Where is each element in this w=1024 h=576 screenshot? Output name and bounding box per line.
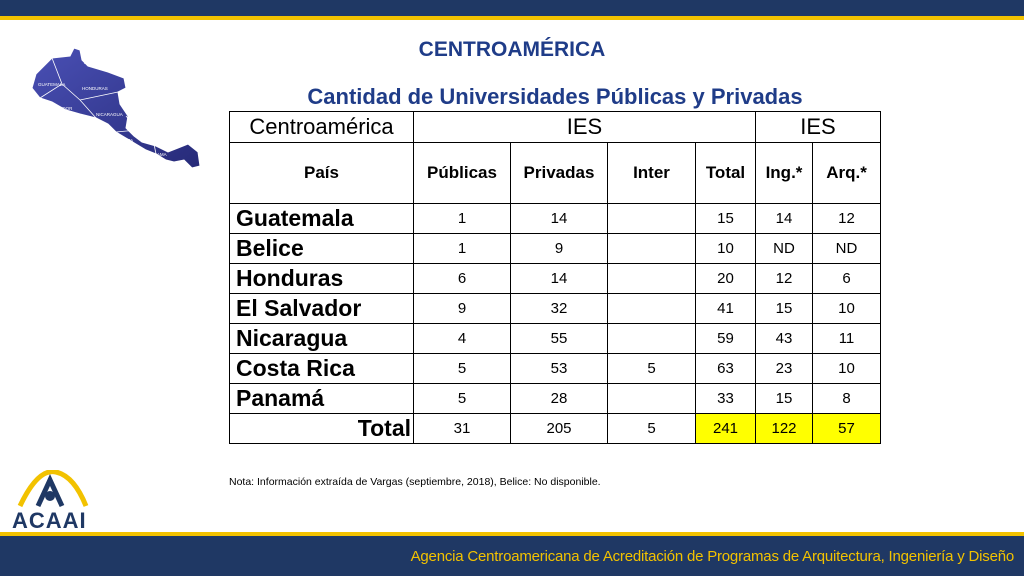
cell-publicas: 5 [413, 383, 511, 414]
col-arq: Arq.* [812, 142, 881, 204]
cell-inter [607, 233, 696, 264]
cell-pais: El Salvador [229, 293, 414, 324]
map-label-belice: BELICE [84, 60, 100, 65]
cell-pais: Guatemala [229, 203, 414, 234]
cell-ing: 122 [755, 413, 813, 444]
cell-publicas: 6 [413, 263, 511, 294]
cell-total: 63 [695, 353, 756, 384]
cell-arq: 10 [812, 293, 881, 324]
header-centroamerica: Centroamérica [229, 111, 414, 143]
slide-subtitle: Cantidad de Universidades Públicas y Pri… [307, 84, 803, 109]
col-total: Total [695, 142, 756, 204]
footer-agency-name: Agencia Centroamericana de Acreditación … [410, 548, 1015, 565]
bottom-gold-stripe [0, 532, 1024, 536]
source-note: Nota: Información extraída de Vargas (se… [229, 476, 601, 488]
map-label-nicaragua: NICARAGUA [96, 112, 123, 117]
cell-pais: Honduras [229, 263, 414, 294]
table-row: El Salvador 9 32 41 15 10 [229, 293, 881, 324]
cell-privadas: 205 [510, 413, 608, 444]
acaai-logo-icon [17, 470, 89, 508]
cell-total: 33 [695, 383, 756, 414]
cell-inter: 5 [607, 413, 696, 444]
cell-ing: 23 [755, 353, 813, 384]
cell-privadas: 55 [510, 323, 608, 354]
cell-privadas: 14 [510, 203, 608, 234]
cell-pais: Panamá [229, 383, 414, 414]
cell-arq: 6 [812, 263, 881, 294]
map-label-costa: COSTA [118, 138, 133, 143]
col-pais: País [229, 142, 414, 204]
footer-banner [0, 536, 1024, 576]
table-column-header: País Públicas Privadas Inter Total Ing.*… [229, 142, 881, 204]
cell-arq: 12 [812, 203, 881, 234]
top-banner [0, 0, 1024, 16]
table-total-row: Total 31 205 5 241 122 57 [229, 413, 881, 444]
cell-inter [607, 203, 696, 234]
cell-arq: 8 [812, 383, 881, 414]
cell-total: 10 [695, 233, 756, 264]
cell-pais: Costa Rica [229, 353, 414, 384]
cell-publicas: 9 [413, 293, 511, 324]
slide-title: CENTROAMÉRICA [418, 38, 606, 61]
cell-arq: 10 [812, 353, 881, 384]
cell-publicas: 1 [413, 233, 511, 264]
cell-privadas: 9 [510, 233, 608, 264]
col-privadas: Privadas [510, 142, 608, 204]
table-row: Belice 1 9 10 ND ND [229, 233, 881, 264]
cell-inter [607, 323, 696, 354]
map-label-el-salvador: EL SALVADOR [42, 106, 73, 111]
cell-inter [607, 293, 696, 324]
col-publicas: Públicas [413, 142, 511, 204]
cell-total: 20 [695, 263, 756, 294]
cell-arq: 57 [812, 413, 881, 444]
cell-privadas: 28 [510, 383, 608, 414]
map-label-panama: PANAMA [148, 152, 167, 157]
cell-privadas: 14 [510, 263, 608, 294]
table-row: Panamá 5 28 33 15 8 [229, 383, 881, 414]
cell-arq: 11 [812, 323, 881, 354]
header-ies-2: IES [755, 111, 881, 143]
cell-ing: 43 [755, 323, 813, 354]
cell-total: 15 [695, 203, 756, 234]
map-label-rica: RICA [120, 144, 131, 149]
cell-publicas: 5 [413, 353, 511, 384]
cell-privadas: 32 [510, 293, 608, 324]
cell-inter [607, 383, 696, 414]
universities-table: Centroamérica IES IES País Públicas Priv… [229, 111, 881, 444]
top-gold-stripe [0, 16, 1024, 20]
col-ing: Ing.* [755, 142, 813, 204]
cell-privadas: 53 [510, 353, 608, 384]
map-label-guatemala: GUATEMALA [38, 82, 65, 87]
cell-inter: 5 [607, 353, 696, 384]
table-row: Honduras 6 14 20 12 6 [229, 263, 881, 294]
table-row: Nicaragua 4 55 59 43 11 [229, 323, 881, 354]
cell-total-label: Total [229, 413, 414, 444]
cell-publicas: 4 [413, 323, 511, 354]
cell-ing: 14 [755, 203, 813, 234]
cell-ing: 15 [755, 293, 813, 324]
header-ies-1: IES [413, 111, 756, 143]
cell-pais: Belice [229, 233, 414, 264]
table-row: Guatemala 1 14 15 14 12 [229, 203, 881, 234]
cell-total: 241 [695, 413, 756, 444]
table-row: Costa Rica 5 53 5 63 23 10 [229, 353, 881, 384]
map-label-honduras: HONDURAS [82, 86, 108, 91]
cell-publicas: 1 [413, 203, 511, 234]
cell-publicas: 31 [413, 413, 511, 444]
cell-total: 59 [695, 323, 756, 354]
cell-ing: 12 [755, 263, 813, 294]
col-inter: Inter [607, 142, 696, 204]
logo-wordmark: ACAAI [12, 508, 87, 533]
table-group-header: Centroamérica IES IES [229, 111, 881, 143]
cell-inter [607, 263, 696, 294]
cell-total: 41 [695, 293, 756, 324]
cell-ing: ND [755, 233, 813, 264]
central-america-map-icon: BELICE GUATEMALA HONDURAS EL SALVADOR NI… [31, 47, 201, 169]
cell-pais: Nicaragua [229, 323, 414, 354]
cell-arq: ND [812, 233, 881, 264]
cell-ing: 15 [755, 383, 813, 414]
